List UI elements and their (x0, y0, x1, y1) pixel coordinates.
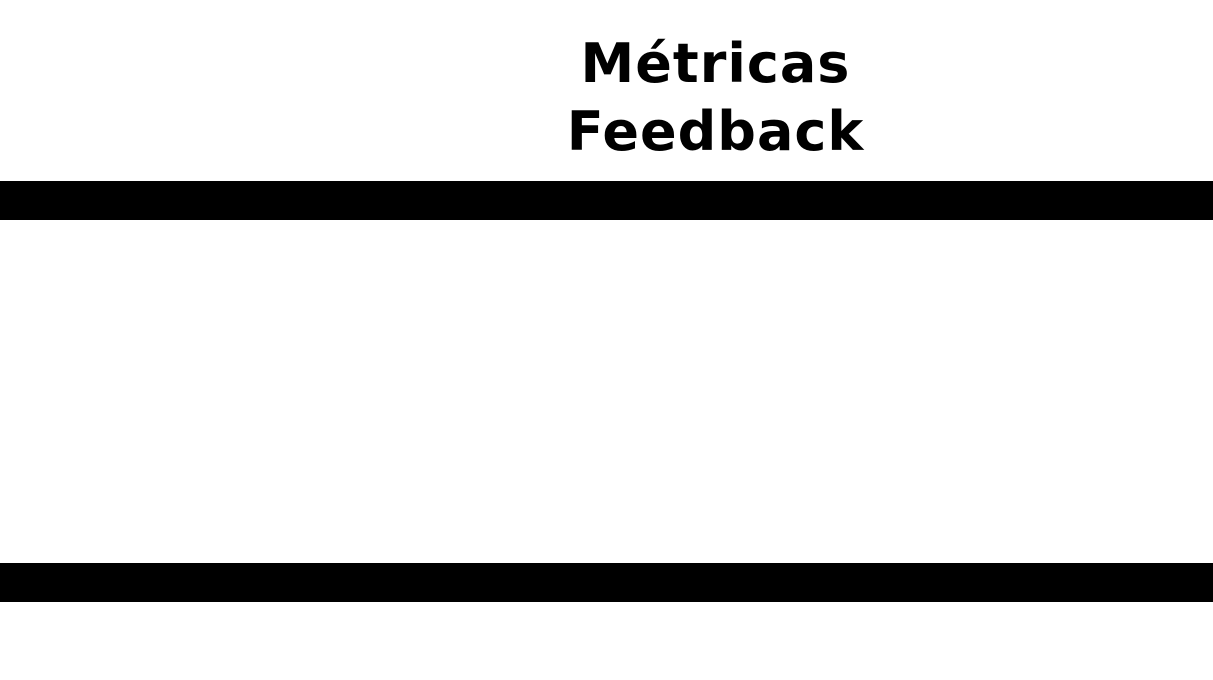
bottom-divider-band (0, 563, 1213, 602)
page-title-line-2: Feedback (566, 100, 865, 163)
top-divider-band (0, 181, 1213, 220)
page-title: Métricas Feedback (0, 30, 1213, 166)
page-title-line-1: Métricas (580, 32, 851, 95)
content-area (0, 220, 1213, 563)
